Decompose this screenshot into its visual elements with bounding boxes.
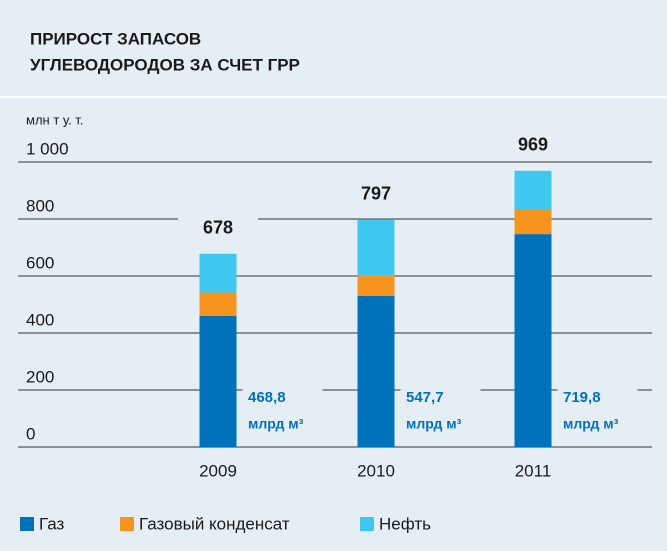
label-bg [242,384,323,438]
y-axis-label: млн т у. т. [26,112,83,127]
bar-segment [357,275,395,296]
label-bg [178,214,258,243]
y-tick-label: 200 [26,367,54,386]
label-bg [557,384,638,438]
x-tick-label: 2011 [515,461,552,480]
legend-swatch [360,517,374,531]
legend-swatch [20,517,34,531]
x-tick-label: 2010 [357,461,395,480]
label-bg [336,180,416,209]
legend-label: Нефть [379,514,431,533]
total-label: 969 [518,135,548,155]
chart-title: ПРИРОСТ ЗАПАСОВ [30,29,201,48]
total-label: 678 [203,218,233,238]
x-tick-label: 2009 [199,461,237,480]
gas-volume-label: 547,7 [406,389,444,406]
y-tick-label: 600 [26,253,54,272]
gas-volume-label: 719,8 [563,389,601,406]
chart-title: УГЛЕВОДОРОДОВ ЗА СЧЕТ ГРР [30,55,300,74]
gas-volume-unit: млрд м³ [248,416,304,432]
y-tick-label: 800 [26,196,54,215]
y-tick-label: 0 [26,424,35,443]
bar-segment [199,253,237,293]
y-tick-label: 400 [26,310,54,329]
label-bg [493,131,573,160]
label-bg [400,384,481,438]
gas-volume-unit: млрд м³ [406,416,462,432]
bar-segment [357,295,395,447]
total-label: 797 [361,184,391,204]
gas-volume-label: 468,8 [248,389,286,406]
bar-segment [199,315,237,447]
legend-label: Газ [39,514,65,533]
legend-swatch [120,517,134,531]
bar-segment [514,170,552,210]
bar-segment [199,292,237,316]
bar-segment [514,209,552,235]
y-tick-label: 1 000 [26,139,69,158]
bar-segment [514,234,552,447]
legend-label: Газовый конденсат [139,514,290,533]
bar-segment [357,219,395,276]
gas-volume-unit: млрд м³ [563,416,619,432]
